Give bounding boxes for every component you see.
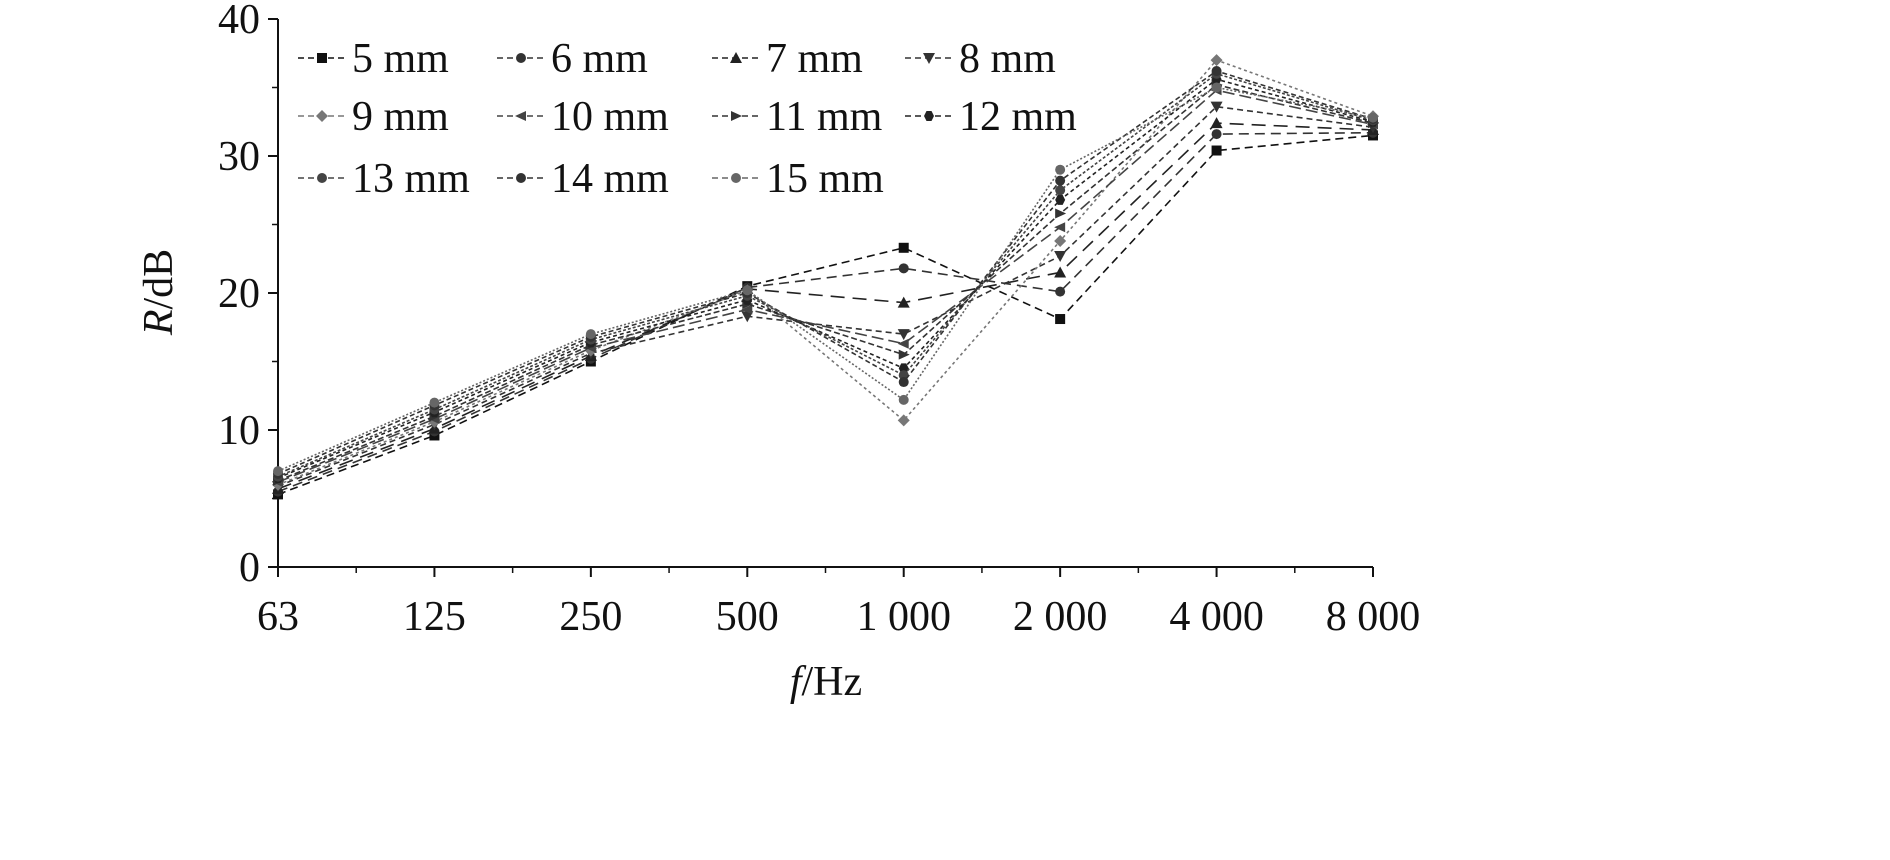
legend-item: 15 mm bbox=[712, 156, 884, 202]
data-point bbox=[1055, 194, 1066, 205]
legend-label: 8 mm bbox=[959, 36, 1056, 82]
data-point bbox=[742, 285, 753, 296]
series-line bbox=[277, 134, 1374, 496]
legend: 5 mm 6 mm 7 mm 8 mm 9 mm 10 mm 11 mm 12 mm 13 mm… bbox=[298, 36, 1077, 202]
legend-marker bbox=[317, 53, 327, 63]
legend-item: 8 mm bbox=[905, 36, 1056, 82]
data-point bbox=[898, 263, 909, 274]
data-point bbox=[1210, 117, 1223, 129]
legend-label: 14 mm bbox=[551, 156, 669, 202]
x-tick-label: 250 bbox=[559, 594, 622, 640]
x-tick-label: 1 000 bbox=[856, 594, 951, 640]
legend-marker bbox=[515, 111, 526, 121]
series-line bbox=[277, 105, 1374, 487]
data-point bbox=[1055, 185, 1066, 196]
data-point bbox=[897, 414, 910, 427]
y-tick-label: 20 bbox=[218, 271, 260, 317]
data-point bbox=[898, 377, 909, 388]
series-line bbox=[277, 86, 1374, 472]
data-point bbox=[898, 242, 909, 253]
legend-item: 11 mm bbox=[712, 94, 883, 140]
legend-item: 5 mm bbox=[298, 36, 449, 82]
data-point bbox=[898, 349, 910, 360]
data-point bbox=[1054, 222, 1066, 233]
data-point bbox=[898, 394, 909, 405]
data-point bbox=[898, 363, 909, 374]
axes: 63 125 250 500 1 000 2 000 4 000 8 000 0 10 20 30 40 bbox=[218, 0, 1420, 640]
data-point bbox=[1210, 54, 1223, 67]
data-point bbox=[1054, 234, 1067, 247]
legend-label: 12 mm bbox=[959, 94, 1077, 140]
data-point bbox=[1055, 208, 1067, 219]
legend-marker bbox=[924, 111, 934, 121]
data-point bbox=[1055, 164, 1066, 175]
data-point bbox=[1211, 145, 1222, 156]
data-point bbox=[429, 397, 440, 408]
series-line bbox=[277, 83, 1374, 482]
y-tick-label: 40 bbox=[218, 0, 260, 43]
data-point bbox=[741, 311, 754, 323]
data-point bbox=[1211, 66, 1222, 77]
legend-label: 10 mm bbox=[551, 94, 669, 140]
series-line bbox=[277, 72, 1374, 478]
data-point bbox=[585, 329, 596, 340]
legend-item: 12 mm bbox=[905, 94, 1077, 140]
data-point bbox=[1055, 175, 1066, 186]
data-point bbox=[1211, 129, 1222, 140]
legend-marker bbox=[317, 173, 327, 183]
data-point bbox=[897, 296, 910, 308]
y-tick-label: 0 bbox=[239, 545, 260, 591]
data-point bbox=[897, 329, 910, 341]
series-group bbox=[272, 54, 1379, 500]
legend-marker bbox=[730, 52, 742, 63]
data-point bbox=[1054, 266, 1067, 278]
x-tick-label: 125 bbox=[403, 594, 466, 640]
legend-marker bbox=[316, 110, 328, 122]
legend-label: 15 mm bbox=[766, 156, 884, 202]
x-tick-label: 8 000 bbox=[1326, 594, 1421, 640]
legend-item: 9 mm bbox=[298, 94, 449, 140]
series-line bbox=[277, 131, 1374, 493]
x-axis-label: f/Hz bbox=[790, 659, 862, 705]
series-15-mm bbox=[273, 82, 1378, 477]
legend-item: 14 mm bbox=[497, 156, 669, 202]
data-point bbox=[1211, 82, 1222, 93]
legend-marker bbox=[923, 53, 935, 64]
series-10-mm bbox=[272, 85, 1378, 488]
legend-marker bbox=[731, 111, 742, 121]
x-tick-label: 63 bbox=[257, 594, 299, 640]
x-tick-label: 4 000 bbox=[1169, 594, 1264, 640]
legend-label: 9 mm bbox=[352, 94, 449, 140]
legend-item: 10 mm bbox=[497, 94, 669, 140]
data-point bbox=[1054, 251, 1067, 263]
series-line bbox=[277, 89, 1374, 483]
series-11-mm bbox=[273, 79, 1379, 486]
legend-item: 6 mm bbox=[497, 36, 648, 82]
y-axis-label: R/dB bbox=[136, 249, 182, 336]
series-line bbox=[277, 70, 1374, 475]
legend-label: 7 mm bbox=[766, 36, 863, 82]
legend-marker bbox=[731, 173, 741, 183]
data-point bbox=[1055, 314, 1066, 325]
y-tick-label: 30 bbox=[218, 134, 260, 180]
data-point bbox=[1368, 112, 1378, 123]
legend-label: 13 mm bbox=[352, 156, 470, 202]
legend-marker bbox=[516, 53, 526, 63]
legend-label: 5 mm bbox=[352, 36, 449, 82]
series-line bbox=[277, 78, 1374, 479]
data-point bbox=[1055, 286, 1066, 297]
x-tick-label: 2 000 bbox=[1013, 594, 1108, 640]
y-tick-label: 10 bbox=[218, 408, 260, 454]
data-point bbox=[273, 466, 283, 477]
legend-label: 11 mm bbox=[766, 94, 883, 140]
legend-marker bbox=[516, 173, 526, 183]
legend-item: 7 mm bbox=[712, 36, 863, 82]
data-point bbox=[1210, 101, 1223, 113]
data-point bbox=[741, 304, 753, 315]
legend-item: 13 mm bbox=[298, 156, 470, 202]
data-point bbox=[897, 338, 909, 349]
x-tick-label: 500 bbox=[716, 594, 779, 640]
legend-label: 6 mm bbox=[551, 36, 648, 82]
